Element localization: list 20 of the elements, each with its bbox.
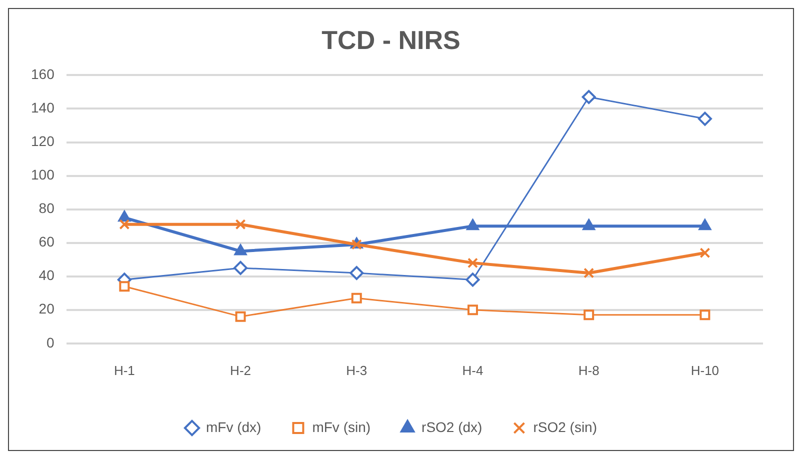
y-tick-label: 100 xyxy=(31,166,55,183)
y-tick-label: 0 xyxy=(46,334,55,350)
y-tick-label: 20 xyxy=(38,300,55,317)
x-tick-label: H-10 xyxy=(690,362,720,378)
y-tick-label: 120 xyxy=(31,133,55,150)
x-tick-label: H-4 xyxy=(462,362,484,378)
legend-label: mFv (sin) xyxy=(312,418,371,435)
x-tick-label: H-2 xyxy=(230,362,251,378)
x-tick-label: H-8 xyxy=(578,362,600,378)
legend-label: mFv (dx) xyxy=(206,418,262,435)
x-tick-label: H-3 xyxy=(346,362,368,378)
legend-label: rSO2 (dx) xyxy=(422,418,482,435)
chart-title: TCD - NIRS xyxy=(322,24,460,55)
y-tick-label: 160 xyxy=(31,66,55,82)
x-tick-label: H-1 xyxy=(114,362,135,378)
legend-label: rSO2 (sin) xyxy=(533,418,598,435)
y-tick-label: 80 xyxy=(38,200,55,216)
y-tick-label: 40 xyxy=(38,267,55,284)
y-tick-label: 140 xyxy=(31,100,55,116)
y-tick-label: 60 xyxy=(38,234,55,250)
